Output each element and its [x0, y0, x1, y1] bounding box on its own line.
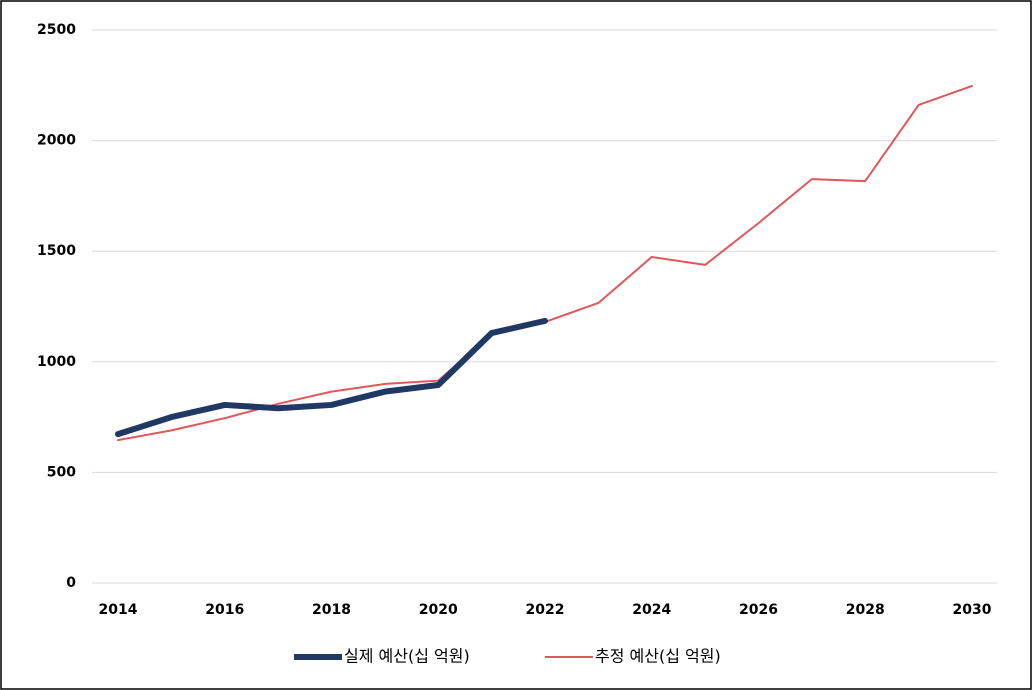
y-tick-label: 2000	[37, 133, 76, 149]
x-tick-label: 2014	[99, 602, 138, 618]
x-tick-label: 2024	[632, 602, 671, 618]
legend-label: 추정 예산(십 억원)	[595, 647, 721, 666]
y-tick-label: 1500	[37, 243, 76, 259]
legend-label: 실제 예산(십 억원)	[344, 647, 470, 666]
y-tick-label: 1000	[37, 354, 76, 370]
x-tick-label: 2018	[312, 602, 351, 618]
y-tick-label: 500	[47, 464, 76, 480]
x-tick-label: 2028	[846, 602, 885, 618]
y-tick-label: 0	[66, 575, 76, 591]
series-line	[115, 317, 548, 438]
y-tick-label: 2500	[37, 22, 76, 38]
x-tick-label: 2016	[205, 602, 244, 618]
x-tick-label: 2022	[526, 602, 565, 618]
x-tick-label: 2020	[419, 602, 458, 618]
x-tick-label: 2030	[953, 602, 992, 618]
x-tick-label: 2026	[739, 602, 778, 618]
